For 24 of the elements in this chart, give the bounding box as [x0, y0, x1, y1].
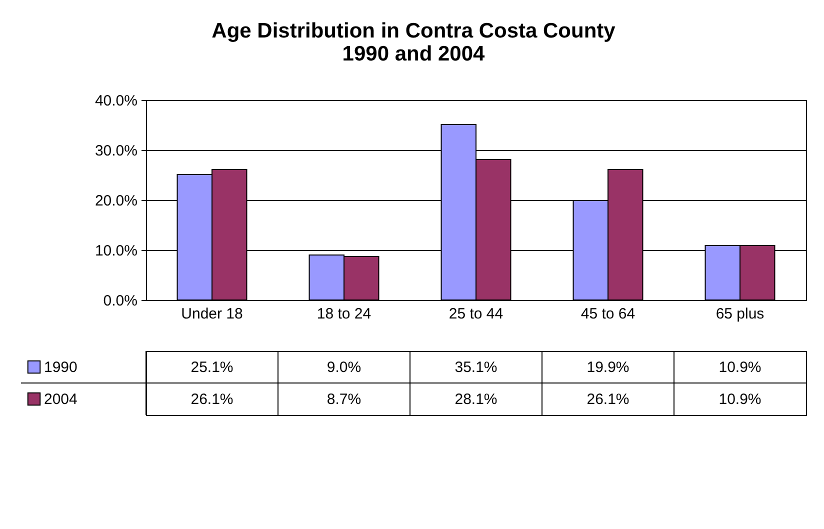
text: Age Distribution in Contra Costa County — [212, 20, 616, 42]
data-label: 25.1% — [190, 359, 234, 376]
data-label: 10.9% — [718, 391, 762, 408]
x-tick-label: 65 plus — [716, 306, 764, 322]
y-tick-label: 40.0% — [94, 92, 138, 110]
data-label: 26.1% — [586, 391, 630, 408]
legend-label: 2004 — [44, 391, 78, 408]
data-label: 9.0% — [326, 359, 362, 376]
data-label: 19.9% — [586, 359, 630, 376]
x-tick-label: 18 to 24 — [316, 306, 372, 322]
y-tick-label: 30.0% — [94, 142, 138, 160]
legend-label: 1990 — [44, 359, 78, 376]
data-label: 35.1% — [454, 359, 498, 376]
text: 1990 and 2004 — [342, 42, 485, 66]
data-label: 10.9% — [718, 359, 762, 376]
y-tick-label: 20.0% — [94, 192, 138, 210]
x-tick-label: Under 18 — [181, 306, 243, 322]
y-tick-label: 10.0% — [94, 242, 138, 260]
data-label: 8.7% — [326, 391, 362, 408]
x-tick-label: 25 to 44 — [448, 306, 504, 322]
data-label: 28.1% — [454, 391, 498, 408]
y-tick-label: 0.0% — [103, 292, 138, 310]
data-label: 26.1% — [190, 391, 234, 408]
x-tick-label: 45 to 64 — [580, 306, 636, 322]
